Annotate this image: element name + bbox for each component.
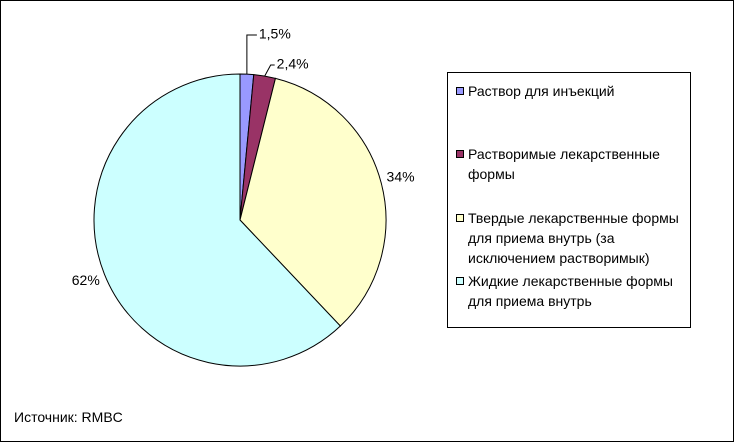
legend-swatch <box>456 277 464 285</box>
legend-swatch <box>456 87 464 95</box>
leader-line <box>246 34 257 75</box>
legend-entry: Растворимые лекарственные формы <box>454 144 686 184</box>
legend: Раствор для инъекций Растворимые лекарств… <box>447 72 691 328</box>
legend-label: Растворимые лекарственные формы <box>468 146 660 182</box>
source-note: Источник: RMBC <box>14 409 123 425</box>
legend-swatch <box>456 150 464 158</box>
data-label: 34% <box>387 169 415 185</box>
data-label: 2,4% <box>277 56 309 72</box>
legend-swatch <box>456 214 464 222</box>
legend-label: Жидкие лекарственные формы для приема вн… <box>468 273 673 309</box>
data-label: 1,5% <box>259 26 291 42</box>
data-label: 62% <box>72 272 100 288</box>
legend-entry: Жидкие лекарственные формы для приема вн… <box>454 271 686 311</box>
pie-slice <box>93 73 342 367</box>
leader-line <box>264 64 275 77</box>
legend-entry: Раствор для инъекций <box>454 81 686 101</box>
legend-entry: Твердые лекарственные формы для приема в… <box>454 208 686 268</box>
pie-slice <box>239 77 387 327</box>
legend-label: Раствор для инъекций <box>468 83 615 99</box>
legend-label: Твердые лекарственные формы для приема в… <box>468 210 679 266</box>
